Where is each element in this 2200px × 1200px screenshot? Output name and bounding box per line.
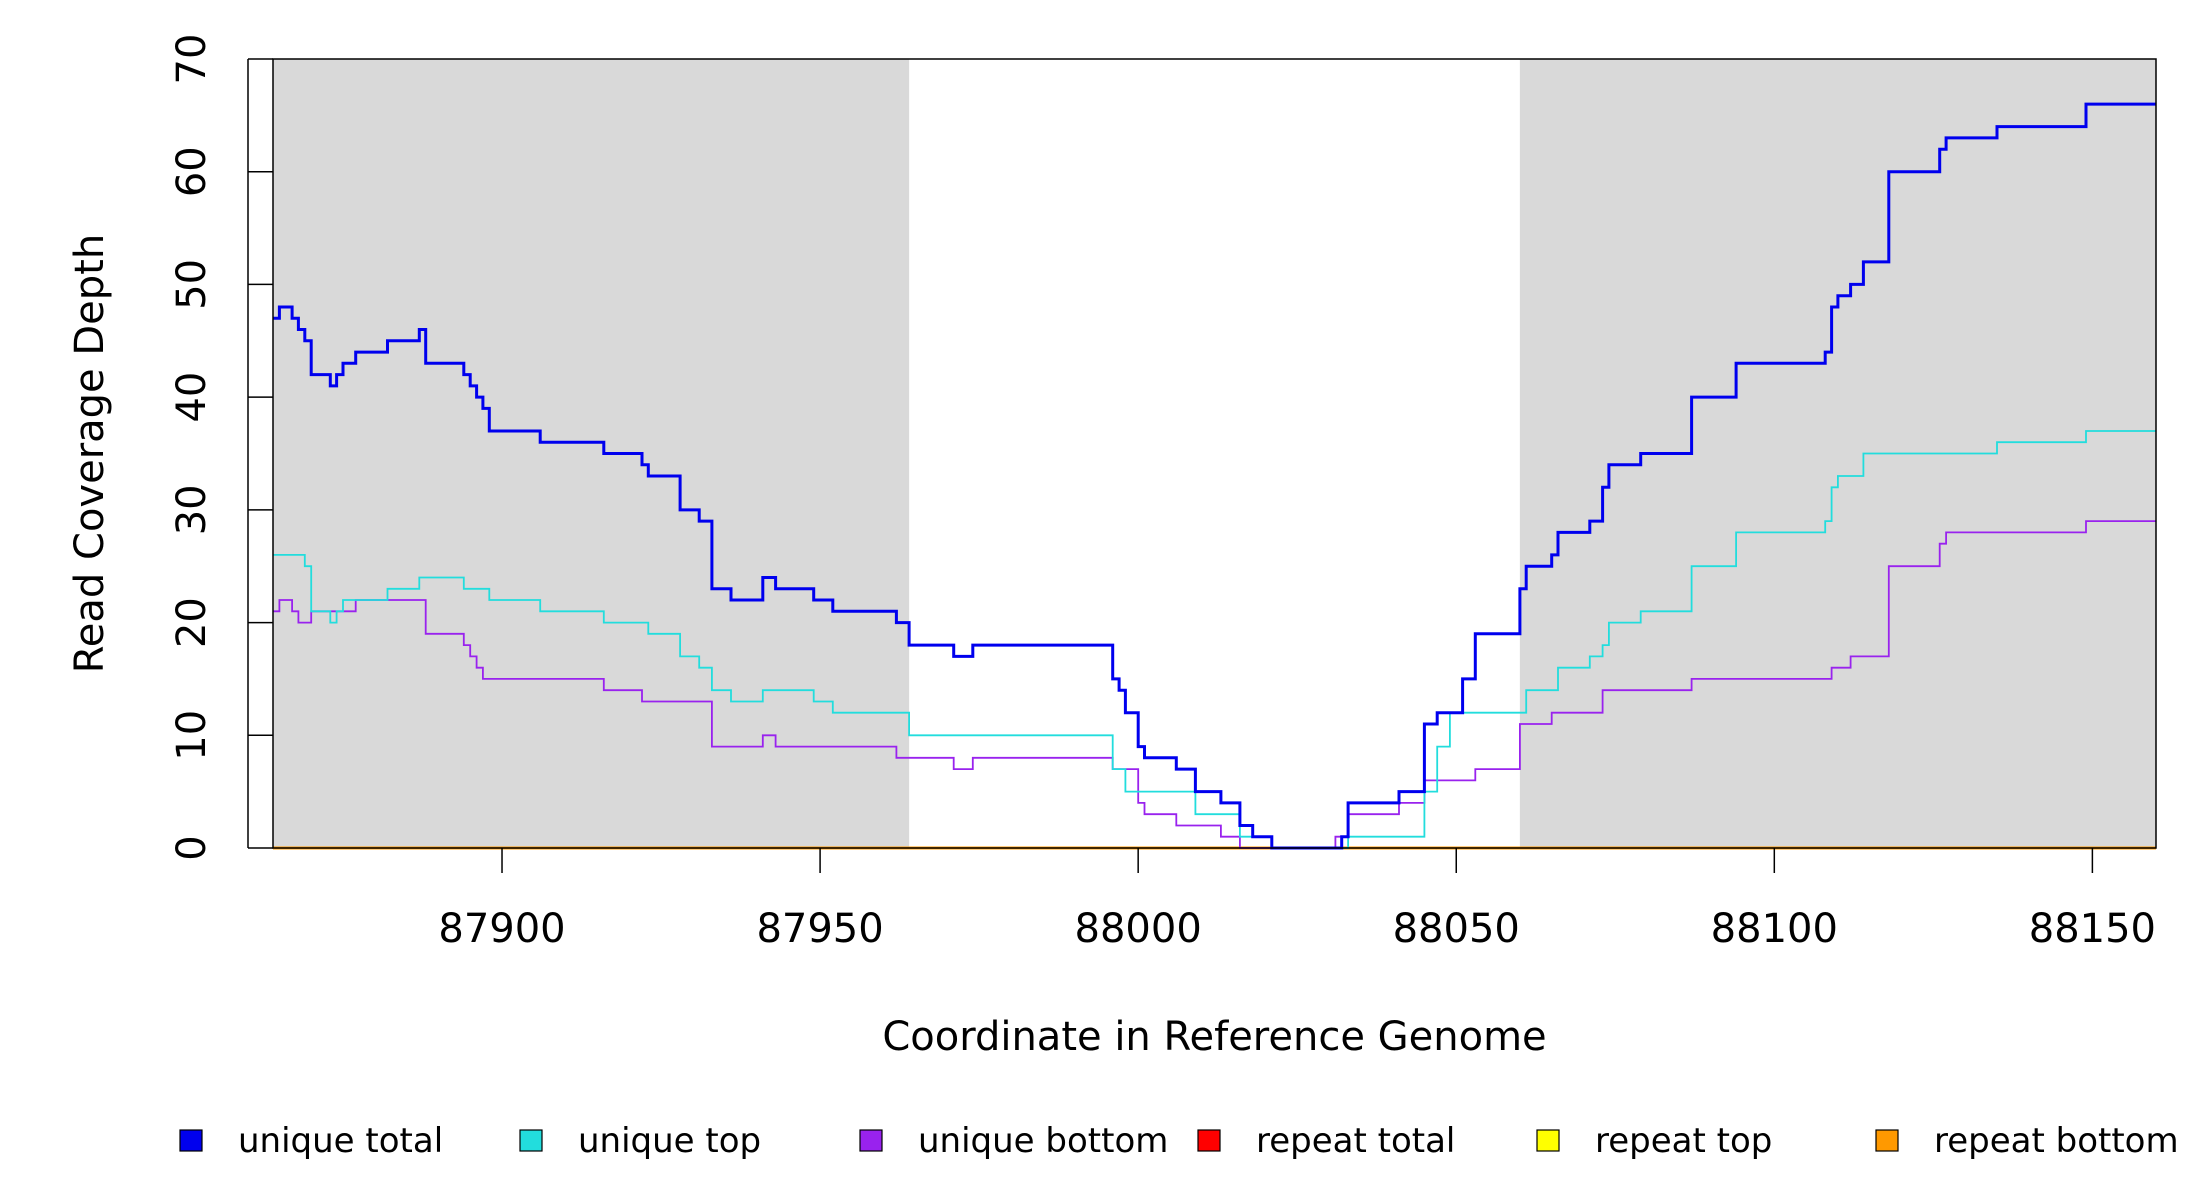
legend-swatch-repeat-top [1536,1129,1560,1152]
plot-frame [272,58,2157,849]
y-tick-label: 40 [169,372,215,423]
series-unique-top [273,430,2156,849]
x-tick-label: 88000 [1075,906,1202,952]
y-tick-label: 60 [169,146,215,197]
x-tick-label: 87900 [438,906,565,952]
shaded-region-2 [1519,59,2156,848]
shaded-regions [273,59,2156,848]
y-axis: 0 10 20 30 40 50 60 70 [169,34,273,861]
x-axis: 87900 87950 88000 88050 88100 88150 [438,848,2156,952]
y-axis-title: Read Coverage Depth [67,234,113,673]
x-tick-label: 88150 [2029,906,2156,952]
legend-label-unique-total: unique total [238,1121,443,1161]
y-tick-label: 30 [169,484,215,535]
y-tick-label: 20 [169,597,215,648]
legend-label-repeat-bottom: repeat bottom [1934,1121,2179,1161]
x-tick-label: 88100 [1711,906,1838,952]
legend-swatch-unique-total [179,1129,203,1152]
y-tick-label: 50 [169,259,215,310]
x-tick-label: 88050 [1393,906,1520,952]
legend: unique total unique top unique bottom repea… [179,1121,2179,1161]
x-tick-label: 87950 [756,906,883,952]
y-tick-label: 70 [169,34,215,85]
legend-label-unique-top: unique top [578,1121,761,1161]
x-axis-title: Coordinate in Reference Genome [882,1014,1546,1060]
legend-swatch-repeat-bottom [1875,1129,1899,1152]
legend-swatch-repeat-total [1197,1129,1221,1152]
y-tick-label: 0 [169,835,215,860]
shaded-region-1 [273,59,910,848]
legend-swatch-unique-bottom [859,1129,883,1152]
legend-label-unique-bottom: unique bottom [918,1121,1168,1161]
legend-swatch-unique-top [519,1129,543,1152]
legend-label-repeat-total: repeat total [1256,1121,1455,1161]
series-unique-total [273,102,2156,850]
legend-label-repeat-top: repeat top [1595,1121,1772,1161]
y-tick-label: 10 [169,710,215,761]
